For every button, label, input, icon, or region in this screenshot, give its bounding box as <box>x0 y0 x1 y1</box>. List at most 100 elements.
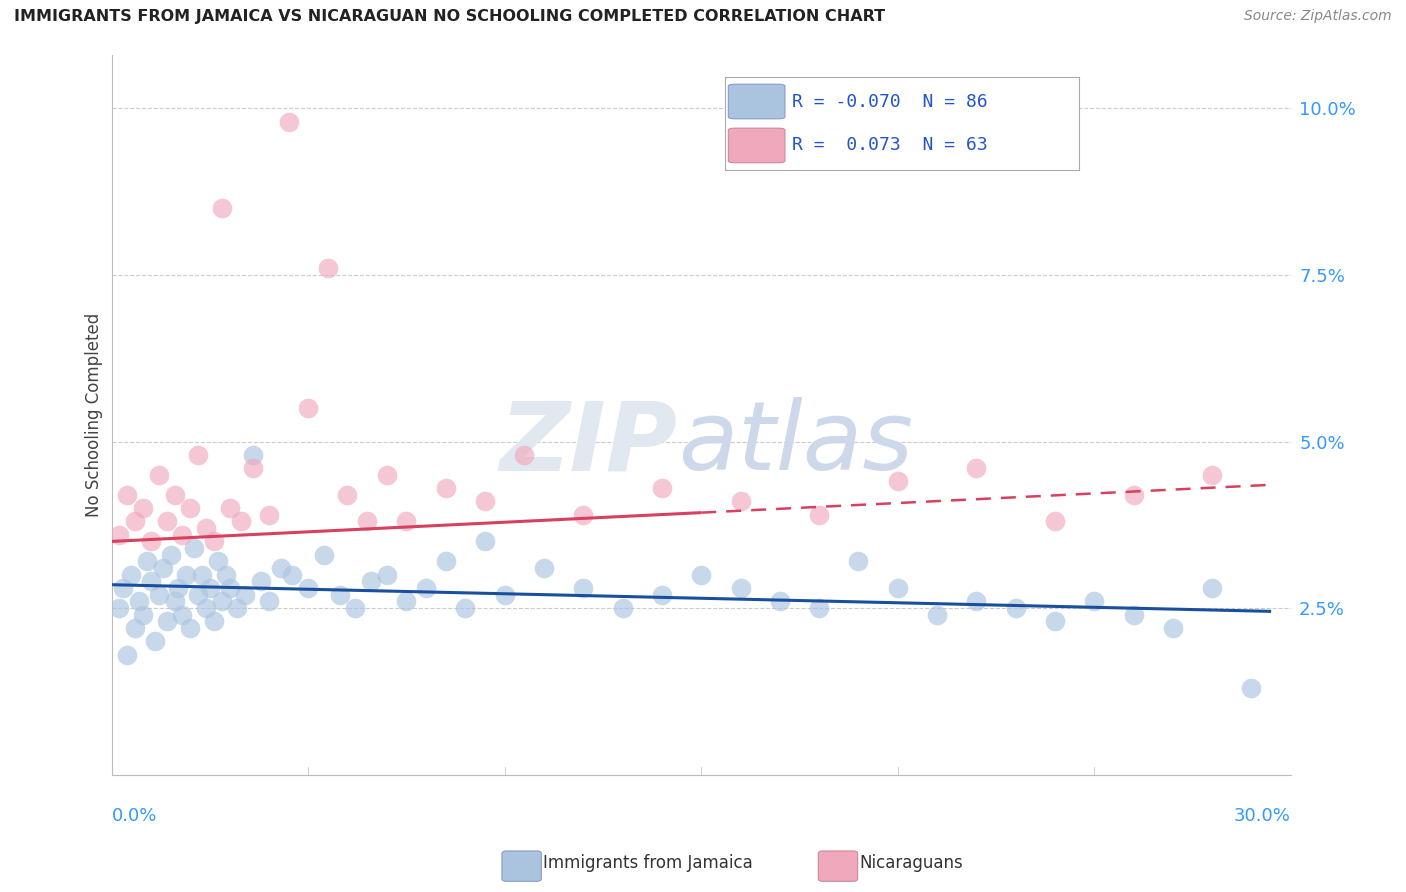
Point <box>108 601 131 615</box>
Point <box>183 541 205 555</box>
Point <box>179 501 201 516</box>
Point <box>124 515 146 529</box>
Point <box>257 508 280 522</box>
Point <box>176 567 198 582</box>
Point <box>730 494 752 508</box>
Point <box>233 588 256 602</box>
Text: 30.0%: 30.0% <box>1234 807 1291 825</box>
Point <box>848 554 870 568</box>
Point <box>965 594 987 608</box>
Point <box>218 581 240 595</box>
Point <box>336 488 359 502</box>
Point <box>375 467 398 482</box>
Point <box>211 594 233 608</box>
Point <box>167 581 190 595</box>
Point <box>226 601 249 615</box>
Text: IMMIGRANTS FROM JAMAICA VS NICARAGUAN NO SCHOOLING COMPLETED CORRELATION CHART: IMMIGRANTS FROM JAMAICA VS NICARAGUAN NO… <box>14 9 886 24</box>
Text: ZIP: ZIP <box>499 397 678 490</box>
Point <box>250 574 273 589</box>
Point <box>163 594 186 608</box>
Point <box>925 607 948 622</box>
Point <box>231 515 253 529</box>
Point <box>120 567 142 582</box>
Point <box>1122 488 1144 502</box>
Point <box>172 528 194 542</box>
Point <box>395 594 418 608</box>
Point <box>159 548 181 562</box>
Point <box>1083 594 1105 608</box>
Point <box>886 581 908 595</box>
Point <box>117 648 139 662</box>
Point <box>1161 621 1184 635</box>
Point <box>187 448 209 462</box>
Point <box>132 501 155 516</box>
Point <box>152 561 174 575</box>
Point <box>156 615 179 629</box>
Point <box>194 521 217 535</box>
Point <box>117 488 139 502</box>
Point <box>124 621 146 635</box>
Point <box>242 448 264 462</box>
Point <box>1122 607 1144 622</box>
Point <box>207 554 229 568</box>
Point <box>277 114 299 128</box>
Point <box>316 261 339 276</box>
Point <box>214 567 236 582</box>
Point <box>108 528 131 542</box>
Point <box>572 581 595 595</box>
Point <box>356 515 378 529</box>
Point <box>808 601 831 615</box>
Point <box>375 567 398 582</box>
Point <box>242 461 264 475</box>
Point <box>730 581 752 595</box>
Point <box>179 621 201 635</box>
Text: Immigrants from Jamaica: Immigrants from Jamaica <box>543 855 752 872</box>
Point <box>395 515 418 529</box>
Point <box>651 588 673 602</box>
Point <box>533 561 555 575</box>
Point <box>139 574 162 589</box>
Point <box>690 567 713 582</box>
Point <box>202 534 225 549</box>
Point <box>965 461 987 475</box>
Point <box>128 594 150 608</box>
Point <box>270 561 292 575</box>
Point <box>112 581 135 595</box>
Point <box>808 508 831 522</box>
Point <box>191 567 214 582</box>
Point <box>1240 681 1263 695</box>
Point <box>1201 467 1223 482</box>
Point <box>1004 601 1026 615</box>
Point <box>218 501 240 516</box>
Point <box>136 554 159 568</box>
Point <box>211 202 233 216</box>
Point <box>281 567 304 582</box>
Point <box>360 574 382 589</box>
Point <box>148 467 170 482</box>
Point <box>163 488 186 502</box>
Point <box>202 615 225 629</box>
Point <box>143 634 166 648</box>
Point <box>572 508 595 522</box>
Text: 0.0%: 0.0% <box>111 807 157 825</box>
Point <box>1043 615 1066 629</box>
Point <box>434 481 457 495</box>
Point <box>513 448 536 462</box>
Point <box>474 494 496 508</box>
Point <box>1043 515 1066 529</box>
Point <box>454 601 477 615</box>
Point <box>651 481 673 495</box>
Point <box>344 601 367 615</box>
Point <box>156 515 179 529</box>
Point <box>187 588 209 602</box>
Point <box>1201 581 1223 595</box>
Point <box>886 475 908 489</box>
Text: Nicaraguans: Nicaraguans <box>859 855 963 872</box>
Point <box>257 594 280 608</box>
Point <box>198 581 221 595</box>
Text: Source: ZipAtlas.com: Source: ZipAtlas.com <box>1244 9 1392 23</box>
Point <box>415 581 437 595</box>
Text: atlas: atlas <box>678 397 912 490</box>
Point <box>132 607 155 622</box>
Point <box>494 588 516 602</box>
